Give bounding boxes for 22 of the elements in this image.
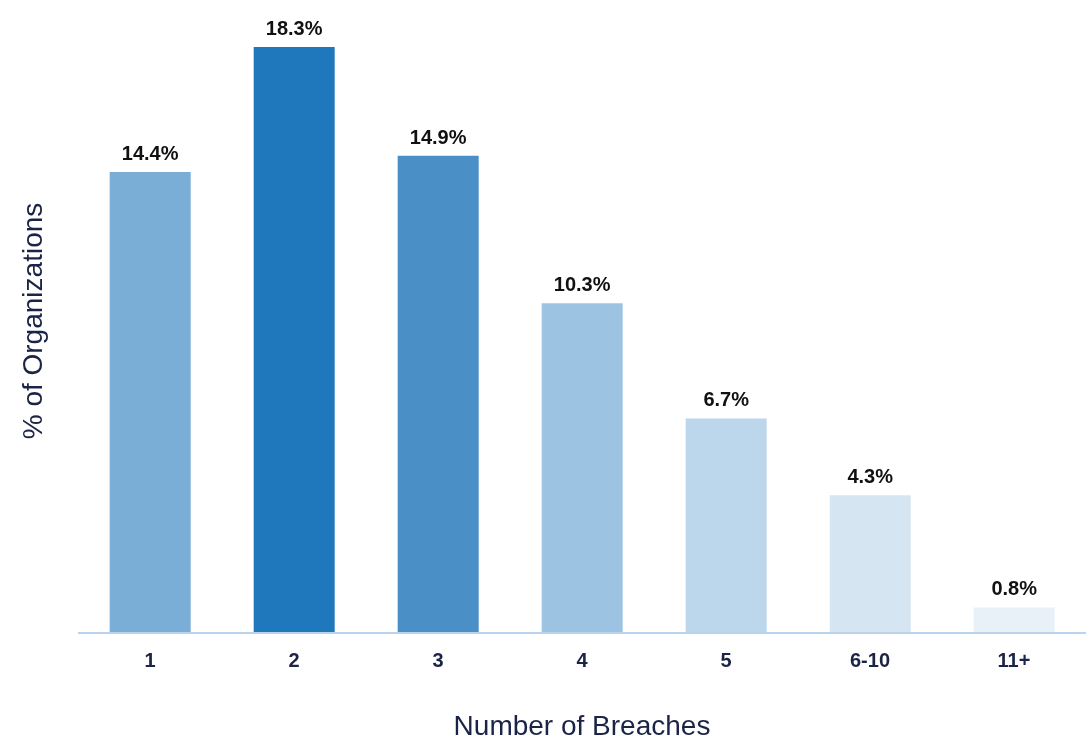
y-axis-title: % of Organizations: [17, 202, 49, 439]
x-tick-label: 11+: [997, 649, 1031, 672]
data-label: 10.3%: [553, 273, 611, 296]
bar: [829, 495, 911, 633]
bar: [109, 171, 191, 633]
x-tick-label: 6-10: [849, 649, 891, 672]
x-tick-label: 3: [432, 649, 444, 672]
x-axis-title: Number of Breaches: [453, 710, 711, 735]
x-tick-label: 2: [288, 649, 300, 672]
data-label: 14.9%: [409, 125, 467, 148]
data-label: 6.7%: [703, 388, 750, 411]
data-label: 4.3%: [847, 465, 894, 488]
data-label: 0.8%: [991, 577, 1038, 600]
x-tick-label: 1: [144, 649, 156, 672]
x-tick-label: 4: [576, 649, 589, 672]
bar: [973, 607, 1055, 633]
bar: [253, 47, 335, 633]
bar: [541, 303, 623, 633]
data-label: 14.4%: [121, 141, 179, 164]
data-label: 18.3%: [265, 17, 323, 39]
bar: [397, 155, 479, 633]
x-tick-label: 5: [720, 649, 732, 672]
